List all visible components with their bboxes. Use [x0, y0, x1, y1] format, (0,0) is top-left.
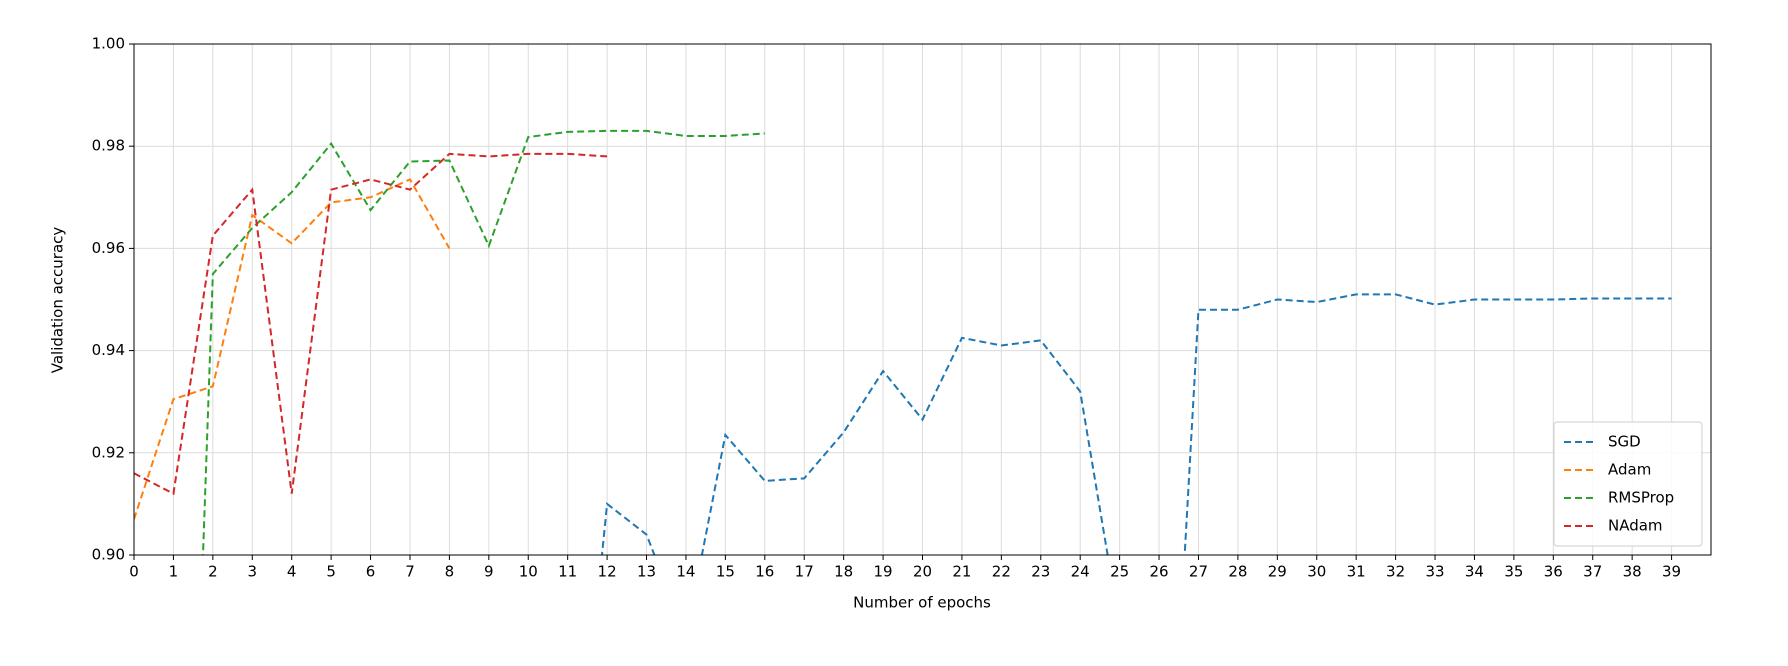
- x-tick-label: 29: [1268, 563, 1287, 581]
- x-tick-label: 35: [1504, 563, 1523, 581]
- x-tick-label: 7: [405, 563, 415, 581]
- x-tick-label: 8: [445, 563, 455, 581]
- x-tick-label: 37: [1583, 563, 1602, 581]
- x-tick-label: 17: [795, 563, 814, 581]
- y-tick-label: 0.90: [92, 546, 125, 564]
- x-tick-label: 23: [1031, 563, 1050, 581]
- x-tick-label: 31: [1347, 563, 1366, 581]
- legend-label: SGD: [1608, 433, 1641, 451]
- x-tick-label: 34: [1465, 563, 1484, 581]
- x-tick-label: 11: [558, 563, 577, 581]
- x-axis-label: Number of epochs: [853, 594, 991, 612]
- x-tick-label: 15: [716, 563, 735, 581]
- legend-box: [1553, 421, 1703, 547]
- x-tick-label: 5: [326, 563, 336, 581]
- legend-label: Adam: [1608, 461, 1651, 479]
- y-tick-label: 0.98: [92, 137, 125, 155]
- y-tick-label: 0.94: [92, 341, 125, 359]
- series-line: [134, 152, 608, 496]
- y-tick-label: 0.96: [92, 239, 125, 257]
- x-tick-label: 24: [1071, 563, 1090, 581]
- x-tick-label: 0: [129, 563, 139, 581]
- y-tick-label: 1.00: [92, 35, 125, 53]
- series-line: [201, 129, 765, 555]
- x-tick-label: 18: [834, 563, 853, 581]
- legend-label: NAdam: [1608, 517, 1663, 535]
- x-tick-label: 2: [208, 563, 218, 581]
- x-tick-label: 3: [248, 563, 258, 581]
- plot-area: [134, 129, 1672, 555]
- x-tick-label: 12: [598, 563, 617, 581]
- legend: SGD Adam RMSProp NAdam: [1553, 421, 1703, 547]
- x-tick-label: 13: [637, 563, 656, 581]
- x-tick-label: 33: [1425, 563, 1444, 581]
- x-tick-label: 20: [913, 563, 932, 581]
- x-tick-label: 25: [1110, 563, 1129, 581]
- x-tick-label: 28: [1228, 563, 1247, 581]
- x-tick-label: 9: [484, 563, 494, 581]
- x-tick-label: 19: [874, 563, 893, 581]
- x-tick-label: 22: [992, 563, 1011, 581]
- x-tick-label: 14: [676, 563, 695, 581]
- x-tick-label: 10: [519, 563, 538, 581]
- x-tick-label: 6: [366, 563, 376, 581]
- x-tick-label: 26: [1150, 563, 1169, 581]
- x-tick-label: 27: [1189, 563, 1208, 581]
- y-tick-label: 0.92: [92, 443, 125, 461]
- x-tick-label: 30: [1307, 563, 1326, 581]
- y-axis-label: Validation accuracy: [49, 227, 67, 374]
- x-tick-label: 32: [1386, 563, 1405, 581]
- x-tick-label: 16: [755, 563, 774, 581]
- x-tick-label: 4: [287, 563, 297, 581]
- series-line: [600, 293, 1672, 555]
- legend-label: RMSProp: [1608, 489, 1674, 507]
- x-tick-label: 1: [169, 563, 179, 581]
- x-tick-label: 38: [1623, 563, 1642, 581]
- x-tick-label: 21: [952, 563, 971, 581]
- x-tick-label: 36: [1544, 563, 1563, 581]
- x-tick-label: 39: [1662, 563, 1681, 581]
